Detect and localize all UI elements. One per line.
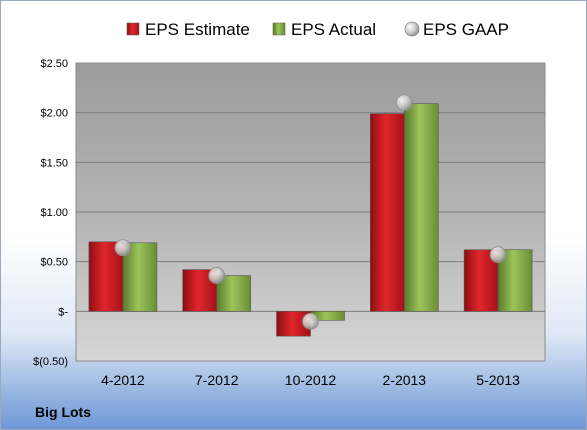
eps-actual-bar [216, 275, 251, 312]
bars [88, 103, 533, 337]
x-tick-label: 4-2012 [101, 372, 145, 388]
eps-estimate-bar [369, 113, 405, 312]
y-tick-label: $0.50 [40, 257, 68, 269]
eps-gaap-marker [395, 94, 413, 112]
y-tick-label: $2.50 [40, 58, 68, 70]
x-tick-label: 2-2013 [383, 372, 427, 388]
y-axis: $(0.50) $- $0.50 $1.00 $1.50 $2.00 $2.50 [33, 58, 68, 368]
eps-gaap-legend-label: EPS GAAP [423, 20, 509, 39]
eps-actual-bar [122, 242, 158, 312]
eps-actual-legend-label: EPS Actual [291, 20, 376, 39]
y-tick-label: $1.00 [40, 207, 68, 219]
company-name: Big Lots [35, 404, 91, 420]
y-tick-label: $2.00 [40, 108, 68, 120]
eps-gaap-legend-swatch [404, 21, 420, 37]
eps-gaap-marker [114, 239, 132, 257]
eps-estimate-legend-swatch [126, 22, 140, 36]
y-tick-label: $- [58, 306, 68, 318]
eps-actual-bar [403, 103, 439, 312]
eps-gaap-marker [208, 267, 226, 284]
legend: EPS Estimate EPS Actual EPS GAAP [126, 20, 509, 39]
y-tick-label: $1.50 [40, 157, 68, 169]
eps-estimate-legend-label: EPS Estimate [145, 20, 250, 39]
x-tick-label: 7-2012 [195, 372, 239, 388]
x-tick-label: 10-2012 [285, 372, 337, 388]
eps-actual-legend-swatch [272, 22, 286, 36]
x-axis: 4-2012 7-2012 10-2012 2-2013 5-2013 [101, 372, 520, 388]
gaap-markers [114, 94, 507, 330]
eps-gaap-marker [489, 246, 507, 264]
y-tick-label: $(0.50) [33, 356, 68, 368]
x-tick-label: 5-2013 [476, 372, 520, 388]
eps-gaap-marker [302, 312, 319, 330]
